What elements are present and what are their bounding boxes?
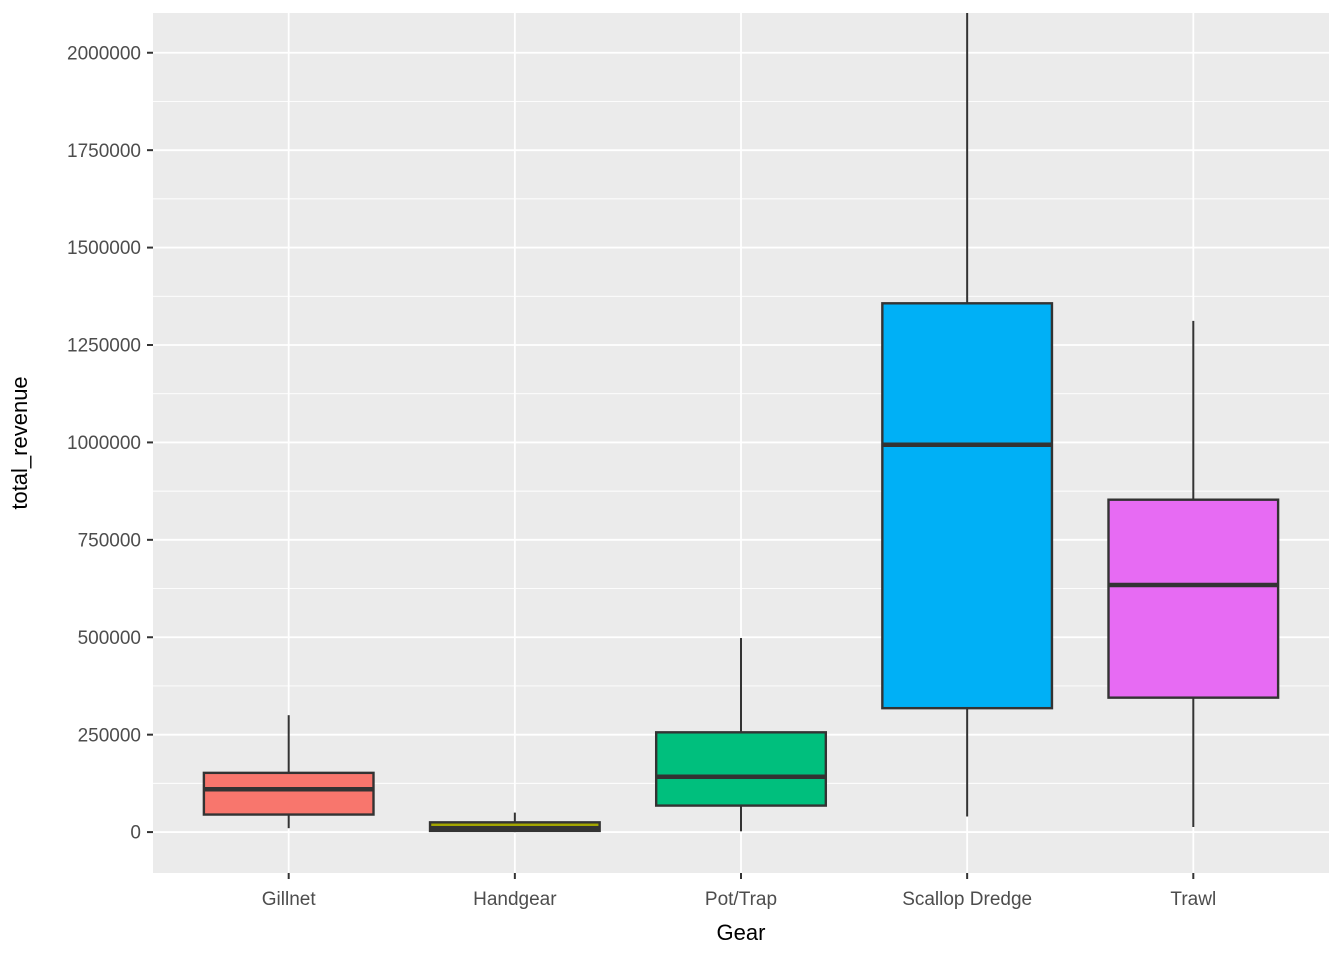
box [1107,498,1280,699]
y-tick-label: 1750000 [67,141,141,162]
y-tick-label: 750000 [78,530,141,551]
box [654,731,828,807]
x-axis-title: Gear [717,920,766,945]
boxplot-pot-trap [654,638,828,832]
y-tick-label: 0 [130,823,141,844]
boxplot-handgear [428,812,601,833]
box [202,771,375,816]
x-tick-label-trawl: Trawl [1170,889,1216,910]
y-tick-label: 2000000 [67,43,141,64]
boxplot-trawl [1107,320,1280,828]
x-tick-label-gillnet: Gillnet [262,889,317,910]
x-tick-label-pot-trap: Pot/Trap [705,889,777,910]
boxplot-scallop-dredge [881,13,1054,817]
x-tick-label-scallop-dredge: Scallop Dredge [902,889,1032,910]
boxplots [202,13,1280,833]
y-tick-label: 1250000 [67,336,141,357]
x-tick-label-handgear: Handgear [473,889,557,910]
y-tick-label: 250000 [78,725,141,746]
gridlines [153,13,1329,873]
y-tick-label: 1500000 [67,238,141,259]
y-tick-label: 1000000 [67,433,141,454]
y-axis-title: total_revenue [7,376,32,509]
y-tick-label: 500000 [78,628,141,649]
box [881,302,1054,710]
boxplot-gillnet [202,715,375,829]
